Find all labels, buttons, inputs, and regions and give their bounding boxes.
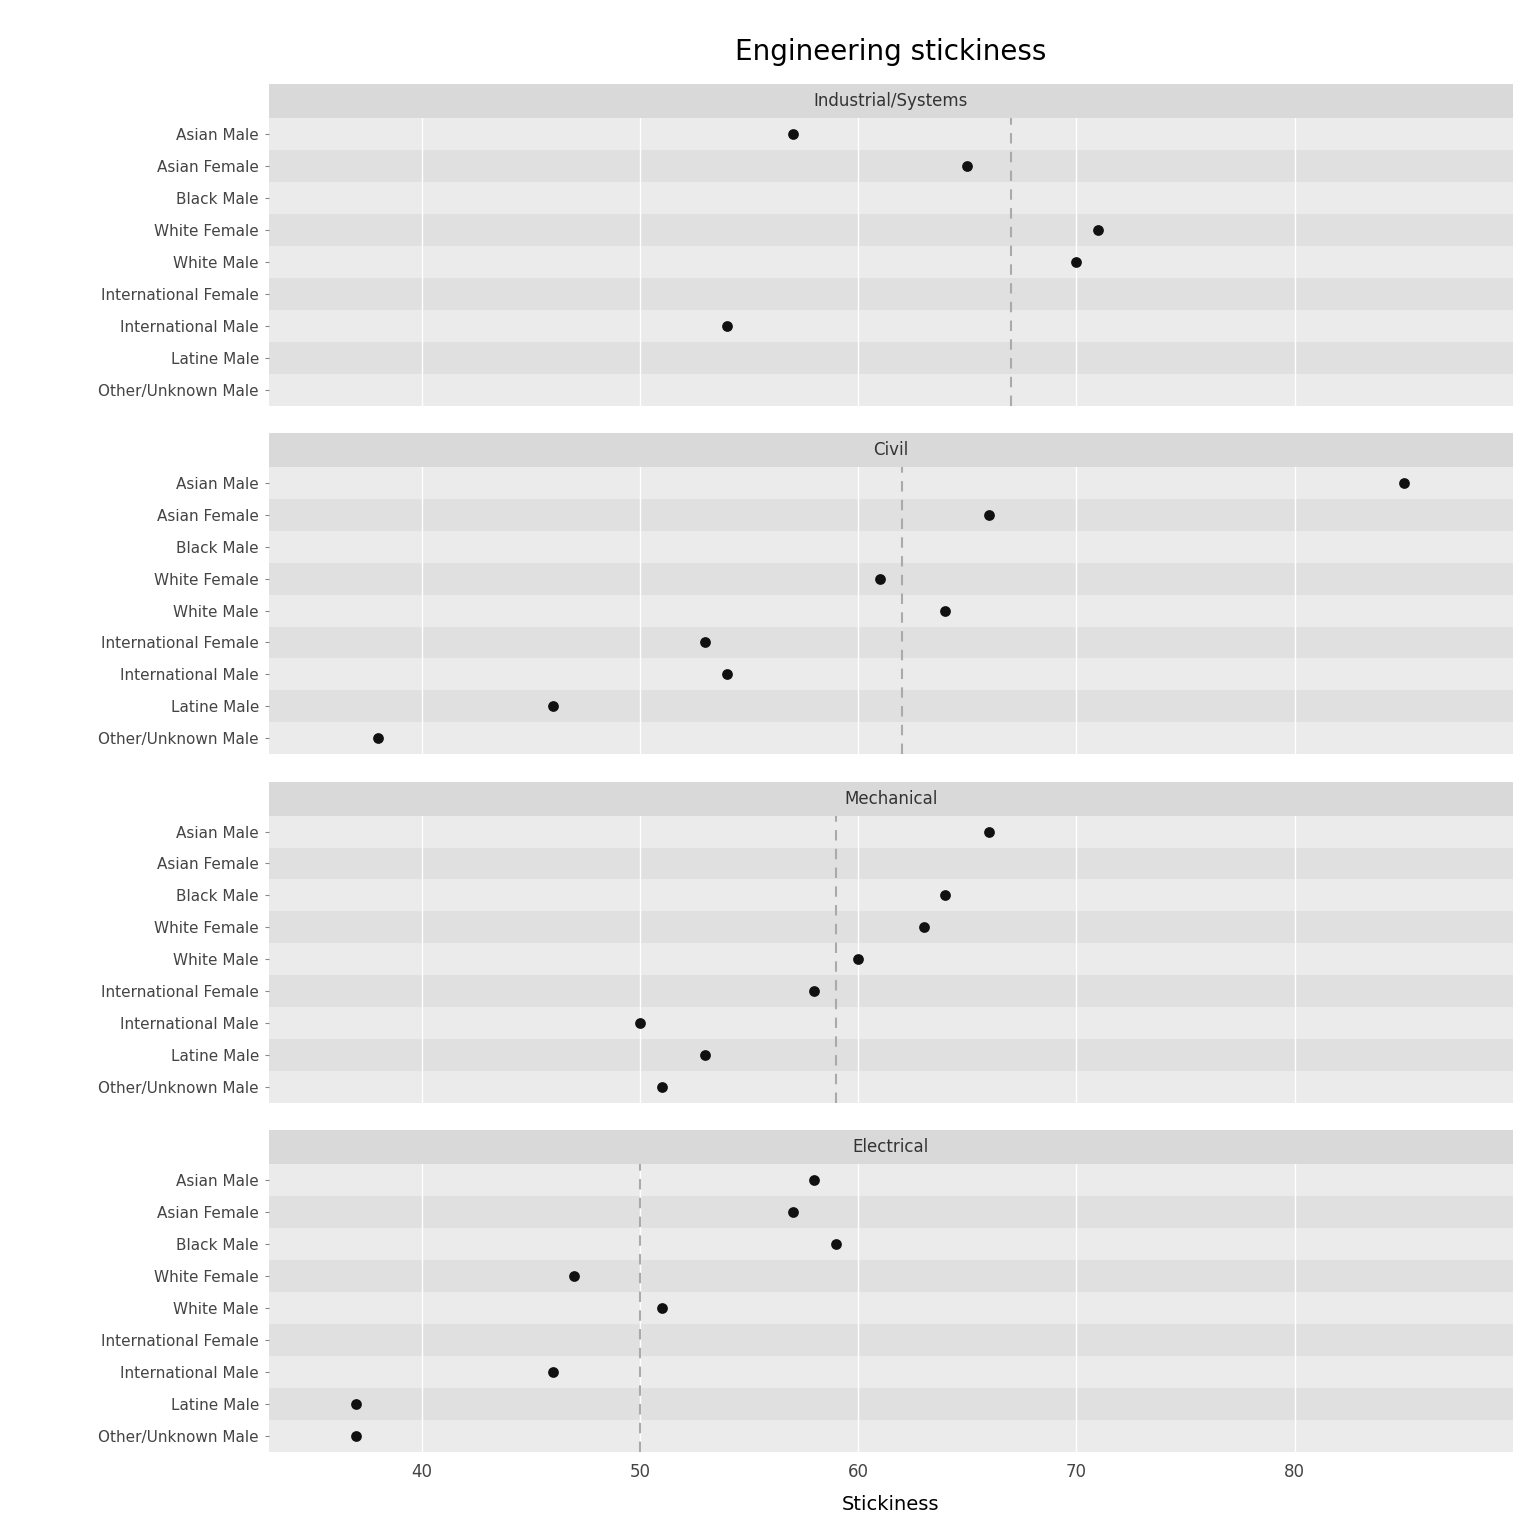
Bar bbox=[269, 1038, 1513, 1071]
Bar bbox=[269, 373, 1513, 406]
Text: Engineering stickiness: Engineering stickiness bbox=[736, 38, 1046, 66]
Point bbox=[977, 819, 1001, 843]
Point bbox=[780, 1200, 805, 1224]
Bar bbox=[269, 118, 1513, 151]
Point bbox=[911, 915, 935, 940]
Point bbox=[1064, 249, 1089, 273]
Point bbox=[562, 1264, 587, 1289]
Text: Mechanical: Mechanical bbox=[845, 790, 937, 808]
Bar bbox=[269, 1324, 1513, 1356]
Point bbox=[977, 502, 1001, 527]
Point bbox=[693, 630, 717, 654]
Point bbox=[628, 1011, 653, 1035]
Point bbox=[934, 883, 958, 908]
Bar bbox=[269, 341, 1513, 373]
Bar bbox=[269, 246, 1513, 278]
Point bbox=[802, 978, 826, 1003]
Bar bbox=[269, 183, 1513, 214]
Bar bbox=[269, 943, 1513, 975]
Bar bbox=[269, 816, 1513, 848]
Bar bbox=[269, 880, 1513, 911]
Bar bbox=[269, 467, 1513, 499]
Point bbox=[780, 121, 805, 146]
Text: Industrial/Systems: Industrial/Systems bbox=[814, 92, 968, 111]
Bar bbox=[269, 722, 1513, 754]
Text: Electrical: Electrical bbox=[852, 1138, 929, 1157]
Bar bbox=[269, 1292, 1513, 1324]
Point bbox=[1392, 470, 1416, 495]
Point bbox=[344, 1392, 369, 1416]
Point bbox=[823, 1232, 848, 1256]
Bar bbox=[269, 1229, 1513, 1260]
Bar bbox=[269, 911, 1513, 943]
Bar bbox=[269, 499, 1513, 531]
Point bbox=[693, 1043, 717, 1068]
Bar bbox=[269, 151, 1513, 183]
Bar bbox=[269, 659, 1513, 690]
Bar bbox=[269, 1197, 1513, 1229]
Bar bbox=[269, 562, 1513, 594]
Bar bbox=[269, 1071, 1513, 1103]
Point bbox=[955, 154, 980, 178]
Point bbox=[650, 1295, 674, 1319]
Bar bbox=[269, 1164, 1513, 1197]
Bar bbox=[269, 594, 1513, 627]
Point bbox=[802, 1167, 826, 1192]
Bar bbox=[269, 627, 1513, 659]
Point bbox=[846, 946, 871, 972]
Bar bbox=[269, 690, 1513, 722]
Point bbox=[714, 313, 739, 338]
Point bbox=[541, 1359, 565, 1384]
Point bbox=[714, 662, 739, 687]
Bar bbox=[269, 278, 1513, 310]
Bar bbox=[269, 975, 1513, 1008]
Bar bbox=[269, 1260, 1513, 1292]
Point bbox=[868, 567, 892, 591]
Bar bbox=[269, 1008, 1513, 1038]
Point bbox=[1086, 218, 1111, 243]
Text: Civil: Civil bbox=[874, 441, 908, 459]
Bar bbox=[269, 310, 1513, 341]
Bar bbox=[269, 1356, 1513, 1387]
Bar bbox=[269, 1387, 1513, 1419]
Point bbox=[366, 727, 390, 751]
Point bbox=[344, 1424, 369, 1448]
Point bbox=[650, 1075, 674, 1100]
Point bbox=[541, 694, 565, 719]
Bar bbox=[269, 214, 1513, 246]
Bar bbox=[269, 531, 1513, 562]
Bar bbox=[269, 848, 1513, 880]
Point bbox=[934, 599, 958, 624]
X-axis label: Stickiness: Stickiness bbox=[842, 1495, 940, 1514]
Bar bbox=[269, 1419, 1513, 1452]
